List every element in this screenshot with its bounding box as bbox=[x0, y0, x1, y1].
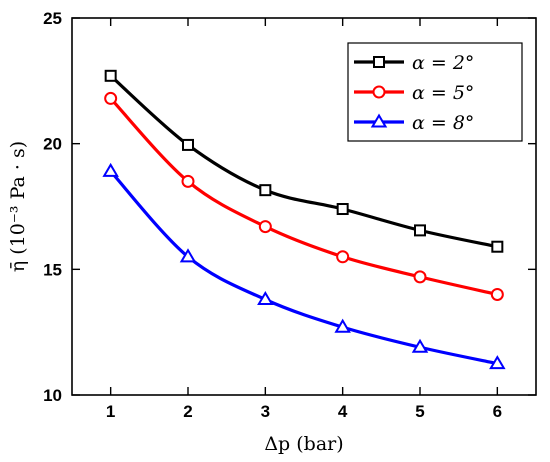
legend-label: α = 5° bbox=[412, 82, 474, 104]
data-point bbox=[336, 250, 350, 264]
legend-item-2: α = 5° bbox=[354, 82, 474, 104]
legend-item-1: α = 2° bbox=[354, 52, 474, 74]
y-tick-label: 15 bbox=[43, 260, 62, 279]
x-tick-label: 4 bbox=[338, 402, 348, 421]
data-point bbox=[179, 248, 197, 263]
data-point bbox=[104, 91, 118, 105]
legend-label: α = 2° bbox=[412, 52, 474, 74]
plot-frame bbox=[71, 17, 537, 396]
x-tick-label: 3 bbox=[261, 402, 270, 421]
tick-labels: 1 2 3 4 5 6 10 15 20 25 bbox=[43, 9, 502, 421]
y-tick-label: 25 bbox=[43, 9, 62, 28]
y-tick-label: 10 bbox=[43, 386, 62, 405]
y-axis-label: η̄ (10⁻³ Pa · s) bbox=[7, 141, 29, 272]
data-point bbox=[491, 240, 504, 253]
data-point bbox=[413, 270, 427, 284]
data-point bbox=[258, 220, 272, 234]
data-point bbox=[182, 138, 194, 151]
data-point bbox=[259, 184, 272, 197]
legend-marker bbox=[373, 56, 385, 68]
legend-label: α = 8° bbox=[412, 112, 474, 134]
data-point bbox=[336, 203, 349, 216]
data-point bbox=[489, 355, 506, 370]
legend-marker bbox=[372, 85, 386, 99]
x-tick-label: 5 bbox=[415, 402, 424, 421]
series-group bbox=[102, 69, 506, 370]
data-point bbox=[181, 174, 195, 188]
data-point bbox=[102, 162, 119, 177]
x-tick-label: 6 bbox=[493, 402, 502, 421]
x-tick-label: 2 bbox=[183, 402, 192, 421]
series-1 bbox=[104, 69, 504, 253]
series-2 bbox=[104, 91, 504, 301]
legend-marker bbox=[370, 113, 388, 128]
series-3 bbox=[102, 162, 506, 370]
data-point bbox=[411, 338, 429, 353]
data-point bbox=[104, 69, 117, 82]
data-point bbox=[334, 318, 351, 333]
data-point bbox=[414, 224, 426, 237]
data-point bbox=[490, 287, 504, 301]
legend-item-3: α = 8° bbox=[354, 112, 474, 134]
data-point bbox=[257, 291, 274, 306]
x-axis-label: Δp (bar) bbox=[264, 433, 343, 455]
x-tick-label: 1 bbox=[106, 402, 115, 421]
y-tick-label: 20 bbox=[43, 135, 62, 154]
legend: α = 2° α = 5° α = 8° bbox=[347, 42, 523, 142]
